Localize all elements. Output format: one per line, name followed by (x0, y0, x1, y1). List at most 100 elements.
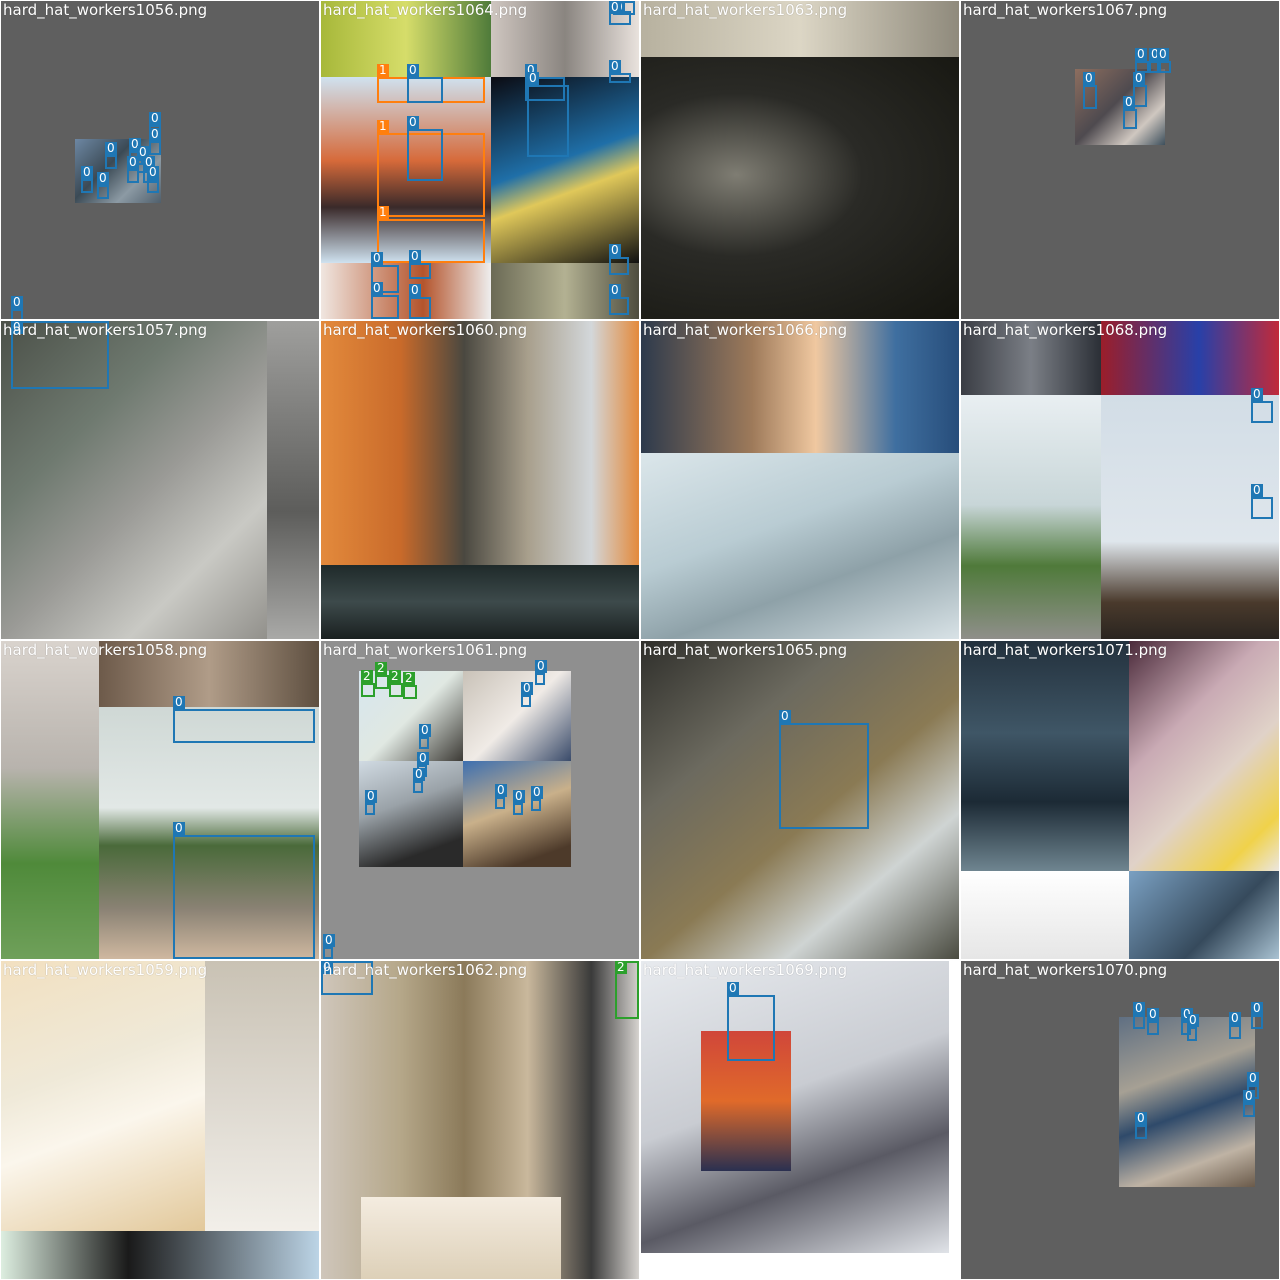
tile-filename: hard_hat_workers1069.png (643, 961, 848, 979)
class-label: 0 (609, 59, 621, 73)
image-tile[interactable]: hard_hat_workers1071.png (961, 641, 1279, 959)
tile-filename: hard_hat_workers1060.png (323, 321, 528, 339)
tile-filename: hard_hat_workers1061.png (323, 641, 528, 659)
class-label: 0 (531, 785, 543, 799)
class-label: 0 (1083, 71, 1095, 85)
class-label: 0 (1251, 1001, 1263, 1015)
bounding-box (419, 737, 429, 749)
image-fragment (1, 961, 205, 1231)
image-fragment (641, 321, 959, 453)
bounding-box (361, 683, 375, 697)
class-label: 0 (409, 249, 421, 263)
image-fragment (641, 57, 959, 319)
tile-filename: hard_hat_workers1062.png (323, 961, 528, 979)
image-fragment (1119, 1017, 1255, 1187)
image-tile[interactable]: 0 0 hard_hat_workers1058.png (1, 641, 319, 959)
tile-filename: hard_hat_workers1064.png (323, 1, 528, 19)
bounding-box (321, 961, 373, 995)
class-label: 0 (407, 115, 419, 129)
bounding-box (173, 835, 315, 959)
image-fragment (961, 871, 1129, 959)
image-fragment (359, 761, 463, 867)
image-tile[interactable]: hard_hat_workers1059.png (1, 961, 319, 1279)
image-tile[interactable]: 0 0 0 0 0 0 0 0 0 0 0 hard_hat_workers1056.png (1, 1, 319, 319)
bounding-box (371, 295, 399, 319)
image-tile[interactable]: 0 hard_hat_workers1065.png (641, 641, 959, 959)
tile-filename: hard_hat_workers1057.png (3, 321, 208, 339)
bounding-box (97, 185, 109, 199)
image-tile[interactable]: hard_hat_workers1066.png (641, 321, 959, 639)
image-fragment (1, 321, 319, 639)
class-label: 0 (129, 137, 141, 151)
class-label: 0 (137, 145, 149, 159)
bounding-box (407, 129, 443, 181)
class-label: 0 (105, 141, 117, 155)
class-label: 0 (727, 981, 739, 995)
class-label: 0 (521, 681, 533, 695)
class-label: 0 (1133, 71, 1145, 85)
bounding-box (1123, 109, 1137, 129)
bounding-box (389, 683, 403, 697)
image-fragment (701, 1031, 791, 1171)
image-fragment (321, 565, 639, 639)
image-fragment (99, 707, 319, 959)
bounding-box (323, 947, 333, 959)
image-tile[interactable]: 0 hard_hat_workers1057.png (1, 321, 319, 639)
tile-filename: hard_hat_workers1068.png (963, 321, 1168, 339)
image-tile[interactable]: 0 0 hard_hat_workers1068.png (961, 321, 1279, 639)
class-label: 0 (97, 171, 109, 185)
tile-filename: hard_hat_workers1063.png (643, 1, 848, 19)
bounding-box (1157, 61, 1171, 73)
image-fragment (1, 1231, 319, 1279)
image-fragment (641, 1, 959, 57)
bounding-box (521, 695, 531, 707)
tile-filename: hard_hat_workers1067.png (963, 1, 1168, 19)
class-label: 0 (419, 723, 431, 737)
class-label: 0 (147, 165, 159, 179)
tile-filename: hard_hat_workers1070.png (963, 961, 1168, 979)
bounding-box (779, 723, 869, 829)
class-label: 0 (1251, 483, 1263, 497)
image-tile[interactable]: 0 2 hard_hat_workers1062.png (321, 961, 639, 1279)
bounding-box (535, 673, 545, 685)
class-label: 0 (127, 155, 139, 169)
bounding-box (609, 73, 631, 83)
bounding-box (527, 85, 569, 157)
bounding-box (1243, 1103, 1255, 1117)
bounding-box (173, 709, 315, 743)
bounding-box (609, 257, 629, 275)
image-tile[interactable]: hard_hat_workers1060.png (321, 321, 639, 639)
image-fragment (321, 263, 491, 319)
bounding-box (409, 263, 431, 279)
class-label: 2 (403, 671, 415, 685)
image-tile[interactable]: 0 0 0 0 0 0 hard_hat_workers1067.png (961, 1, 1279, 319)
image-fragment (321, 1, 491, 77)
image-fragment (961, 641, 1129, 871)
class-label: 0 (525, 63, 537, 77)
bounding-box (377, 219, 485, 263)
image-tile[interactable]: 0 hard_hat_workers1069.png (641, 961, 959, 1279)
bounding-box (147, 179, 159, 193)
image-fragment (361, 1197, 561, 1279)
class-label: 0 (1133, 1001, 1145, 1015)
class-label: 0 (513, 789, 525, 803)
class-label: 0 (173, 821, 185, 835)
class-label: 1 (377, 119, 389, 133)
bounding-box (403, 685, 417, 699)
image-tile[interactable]: 0010001001000000hard_hat_workers1064.png (321, 1, 639, 319)
image-fragment (1129, 641, 1279, 871)
bounding-box (495, 797, 505, 809)
image-tile[interactable]: 2 2 2 2 0 0 0 0 0 0 0 0 0 0 hard_hat_workers1061.png (321, 641, 639, 959)
bounding-box (11, 309, 23, 319)
bounding-box (1251, 497, 1273, 519)
class-label: 0 (1229, 1011, 1241, 1025)
class-label: 0 (81, 165, 93, 179)
class-label: 0 (11, 321, 23, 334)
bounding-box (1251, 1015, 1263, 1029)
class-label: 0 (1147, 1007, 1159, 1021)
image-fragment (961, 321, 1101, 395)
image-tile[interactable]: hard_hat_workers1063.png (641, 1, 959, 319)
image-fragment (1129, 871, 1279, 959)
